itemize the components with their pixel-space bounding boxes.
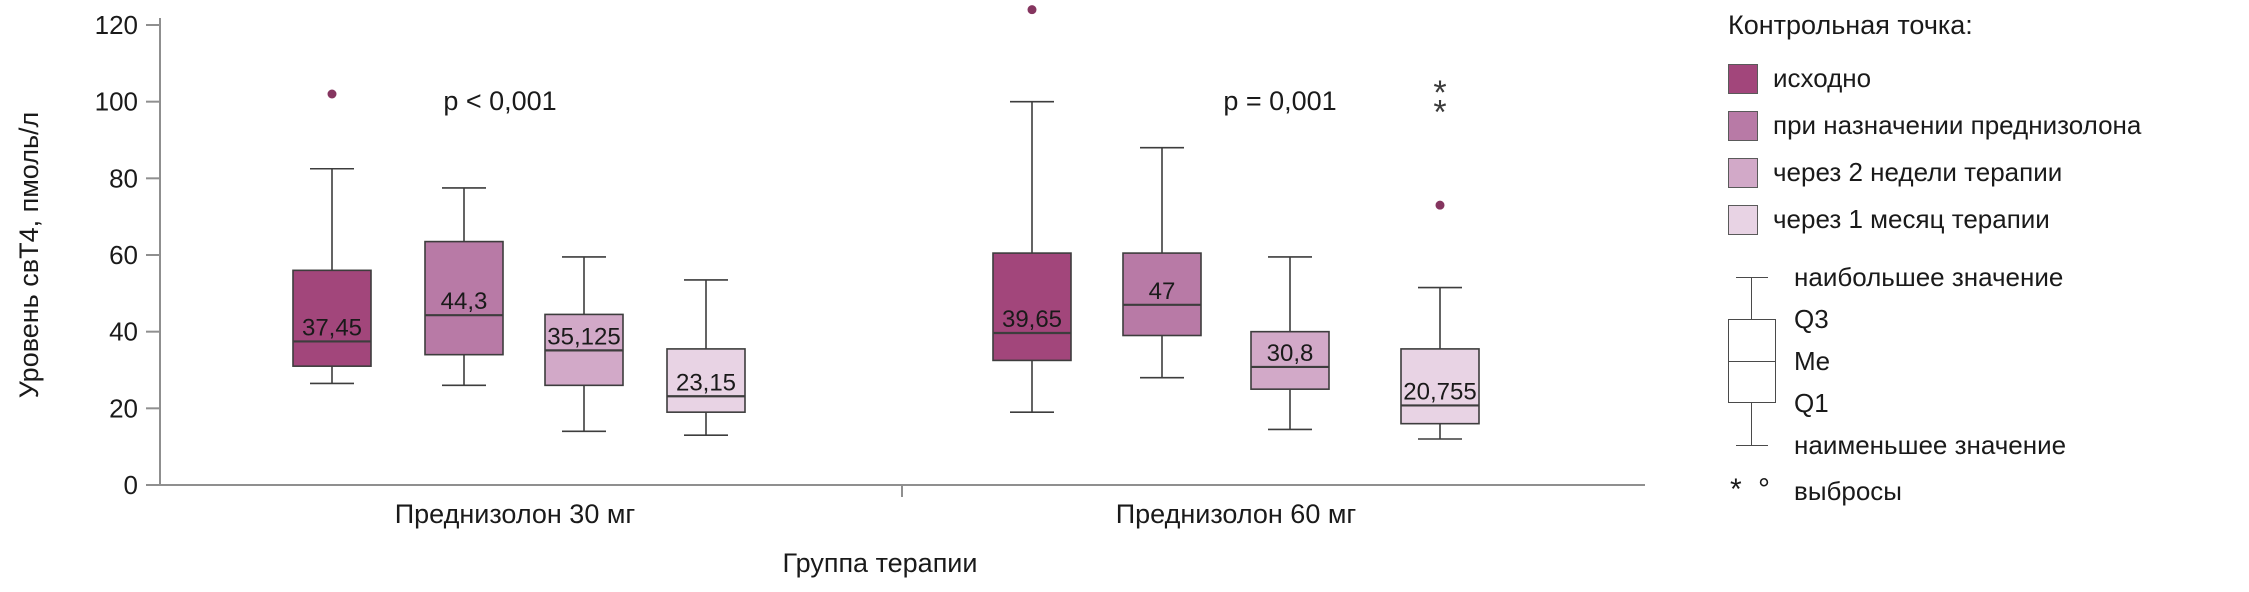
box bbox=[1250, 330, 1330, 390]
key-median-line-icon bbox=[1728, 361, 1776, 362]
y-tick-label: 60 bbox=[109, 240, 138, 270]
key-label-q3: Q3 bbox=[1794, 304, 1829, 334]
median-value-label: 47 bbox=[1149, 278, 1176, 305]
y-tick-label: 40 bbox=[109, 317, 138, 347]
legend-item-label: при назначении преднизолона bbox=[1773, 110, 2142, 140]
box bbox=[1400, 348, 1480, 425]
x-axis-title: Группа терапии bbox=[783, 548, 978, 578]
legend-swatch-icon bbox=[1728, 63, 1758, 94]
legend-item-label: исходно bbox=[1773, 63, 1872, 93]
median-value-label: 39,65 bbox=[1002, 306, 1062, 333]
boxplot-chart: 0 20 40 60 80 100 120 Уровень свТ4, пмоль/л Груп… bbox=[14, 5, 1645, 578]
outlier-dot-icon bbox=[1435, 200, 1445, 210]
outlier-star-icon: * bbox=[1433, 74, 1446, 112]
outlier-star-icon: * bbox=[1433, 93, 1446, 131]
legend-swatch-icon bbox=[1728, 204, 1758, 235]
chart-canvas: 0 20 40 60 80 100 120 Уровень свТ4, пмоль/л Груп… bbox=[14, 5, 1645, 578]
median-value-label: 30,8 bbox=[1267, 340, 1314, 367]
key-label-me: Me bbox=[1794, 346, 1831, 376]
p-value-label: p < 0,001 bbox=[443, 86, 556, 116]
median-value-label: 23,15 bbox=[676, 369, 736, 396]
box bbox=[992, 252, 1072, 362]
y-tick-label: 0 bbox=[124, 470, 138, 500]
legend-swatch-icon bbox=[1728, 110, 1758, 141]
legend-item-label: через 2 недели терапии bbox=[1773, 157, 2063, 187]
p-value-label: p = 0,001 bbox=[1223, 86, 1336, 116]
key-label-min: наименьшее значение bbox=[1794, 430, 2067, 460]
legend-item-label: через 1 месяц терапии bbox=[1773, 204, 2050, 234]
boxplot-key: наибольшее значение Q3 Me Q1 наименьшее … bbox=[1728, 262, 2243, 527]
outlier-dot-icon bbox=[1027, 5, 1037, 15]
legend-item: через 2 недели терапии bbox=[1728, 157, 2243, 188]
outlier-dot-icon bbox=[327, 89, 337, 99]
legend: Контрольная точка: исходно при назначении… bbox=[1728, 10, 2243, 527]
key-label-outliers: выбросы bbox=[1794, 476, 1902, 506]
key-min-cap-icon bbox=[1736, 445, 1768, 446]
legend-title: Контрольная точка: bbox=[1728, 10, 1973, 40]
y-tick-label: 120 bbox=[95, 10, 138, 40]
group-label: Преднизолон 60 мг bbox=[1116, 499, 1357, 529]
box bbox=[292, 269, 372, 367]
key-label-q1: Q1 bbox=[1794, 388, 1829, 418]
y-tick-label: 100 bbox=[95, 87, 138, 117]
y-tick-label: 80 bbox=[109, 163, 138, 193]
legend-item: через 1 месяц терапии bbox=[1728, 204, 2243, 235]
median-value-label: 35,125 bbox=[547, 323, 620, 350]
key-outlier-symbols: * ° bbox=[1730, 473, 1775, 506]
box bbox=[424, 240, 504, 356]
key-label-max: наибольшее значение bbox=[1794, 262, 2064, 292]
median-value-label: 37,45 bbox=[302, 314, 362, 341]
legend-swatch-icon bbox=[1728, 157, 1758, 188]
legend-item: исходно bbox=[1728, 63, 2243, 94]
y-axis-title: Уровень свТ4, пмоль/л bbox=[14, 112, 44, 399]
legend-item: при назначении преднизолона bbox=[1728, 110, 2243, 141]
box bbox=[1122, 252, 1202, 337]
key-max-cap-icon bbox=[1736, 277, 1768, 278]
y-tick-label: 20 bbox=[109, 393, 138, 423]
legend-items: исходно при назначении преднизолона через … bbox=[1728, 63, 2243, 235]
group-label: Преднизолон 30 мг bbox=[395, 499, 636, 529]
box bbox=[666, 348, 746, 413]
median-value-label: 44,3 bbox=[441, 288, 488, 315]
median-value-label: 20,755 bbox=[1403, 378, 1476, 405]
